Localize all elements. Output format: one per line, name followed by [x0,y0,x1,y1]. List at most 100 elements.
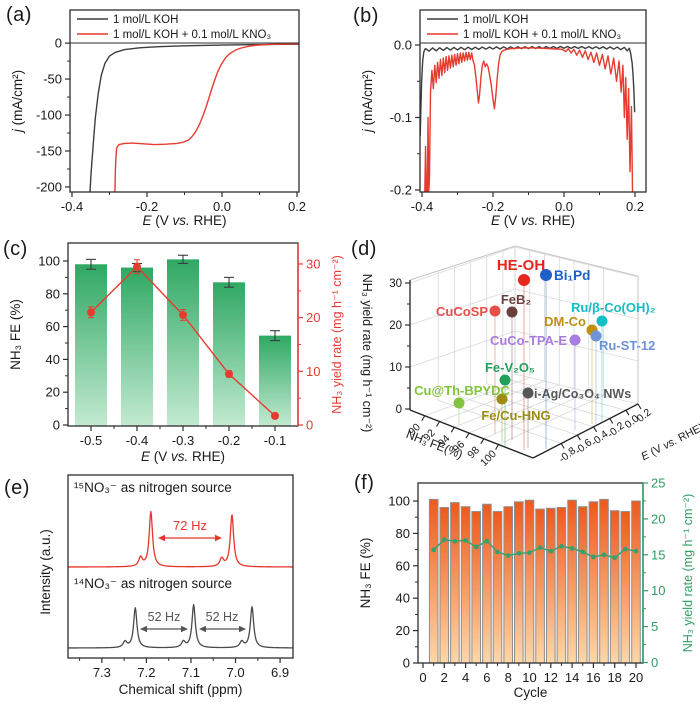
point-CuCoSP [489,305,501,317]
x-tick-label: 20 [629,670,643,685]
line-point [495,549,500,555]
x-tick-label: 7.3 [93,665,111,680]
panel-c: -0.5 -0.4 -0.3 -0.2 -0.1 0 20 40 60 80 100 0 10 20 30 E… [8,242,344,464]
x-tick-label: 0.0 [213,199,231,214]
panel-c-letter: (c) [3,238,28,260]
z-tick-label: 20 [389,320,402,332]
line-point [484,538,490,544]
bar [556,506,567,664]
y-tick-label-right: 30 [306,256,320,271]
panel-d-letter: (d) [351,238,377,260]
x-tick-label: 18 [607,670,621,685]
line-point [87,308,95,317]
line-point [473,544,479,550]
y-tick-label-right: 10 [651,583,665,598]
catalyst-label: Cu@Th-BPYDC [414,383,510,398]
y-tick-label-left: 0 [403,656,410,671]
catalyst-label: Ru/β-Co(OH)₂ [571,300,656,315]
catalyst-label: Ru-ST-12 [599,338,655,353]
x-tick-label: -0.2 [218,433,240,448]
z-tick-label: 30 [389,278,402,290]
x-axis-title: Chemical shift (ppm) [119,682,243,697]
legend: 1 mol/L KOH 1 mol/L KOH + 0.1 mol/L KNO₃ [69,9,300,44]
catalyst-label: CuCo-TPA-E [490,333,567,348]
legend-label: 1 mol/L KOH + 0.1 mol/L KNO₃ [463,29,621,41]
y-tick-label: -200 [36,179,62,194]
catalyst-label: Bi₁Pd [554,268,590,283]
bar [121,267,153,426]
line-point [463,538,468,543]
point-HE-OH [518,274,530,286]
coupling-52hz-1: 52 Hz [148,610,181,624]
point-Fe/Cu-HNG [496,393,508,405]
bar [213,282,245,426]
x-tick-label: 6 [483,670,490,685]
bar [471,511,482,664]
line-point [505,553,511,558]
line-point [559,543,564,549]
x-tick-label: 0.2 [288,199,306,214]
y-tick-label-left: 60 [46,319,60,334]
x-tick-label: 14 [565,670,579,685]
bar [460,506,471,664]
y-tick-label-left: 20 [396,623,410,638]
point-CuCo-TPA-E [569,334,581,346]
catalyst-label: Fe/Cu-HNG [481,408,550,423]
y-tick-label-left: 80 [396,526,410,541]
y-tick-label: 0 [55,36,62,51]
x-tick-label: 7.2 [137,665,155,680]
label-14no3-source: ¹⁴NO₃⁻ as nitrogen source [74,576,232,591]
y-axis-title: j (mA/cm²) [10,70,25,134]
y-tick-label-left: 40 [396,591,410,606]
bar [567,499,577,664]
bar [167,259,199,426]
bar [482,503,492,664]
y-tick-label: -0.2 [390,182,412,197]
line-point [431,547,437,553]
y-tick-label-right: 25 [651,476,665,491]
x-tick-label: -0.2 [482,199,504,214]
x-tick-label: -0.5 [80,433,102,448]
point-Cu@Th-BPYDC [453,397,465,409]
x-tick-label: -0.4 [126,433,148,448]
y-tick-label-right: 5 [651,619,658,634]
catalyst-label: Fe-V₂O₅ [485,360,535,375]
y-tick-label-left: 40 [46,352,60,367]
x-tick-label: -0.3 [172,433,194,448]
bar [428,498,439,664]
line-point [633,548,639,554]
bar [546,507,556,664]
panel-b: 1 mol/L KOH 1 mol/L KOH + 0.1 mol/L KNO₃ -… [360,9,647,228]
y-tick-label-right: 20 [651,511,665,526]
panel-f: 0 2 4 6 8 10 12 14 16 18 200204060801000510152025C… [358,476,695,701]
x-tick-label: 7.0 [226,665,244,680]
legend-label: 1 mol/L KOH + 0.1 mol/L KNO₃ [113,29,271,41]
x-axis-title: E (V vs. RHE) [141,449,225,464]
y-tick-label-left: 100 [38,254,60,269]
x-tick-label: -0.2 [136,199,158,214]
panel-a-letter: (a) [6,4,32,26]
coupling-72hz: 72 Hz [173,518,207,533]
panel-e: 7.3 7.2 7.1 7.0 6.9 ¹⁵NO₃⁻ as nitrogen source… [38,474,294,697]
line-point [622,546,628,552]
arrowhead [181,625,188,633]
line-point [591,554,596,560]
z-tick-label: 0 [396,404,402,416]
y-tick-label-right: 0 [651,655,658,670]
bar [450,502,460,664]
x-tick-label: -0.4 [411,199,433,214]
x-axis-title: E (V vs. RHE) [491,213,575,228]
y-tick-label: -0.1 [390,110,412,125]
y-axis-title-left: NH₃ FE (%) [8,299,23,370]
bar [577,506,588,664]
y-tick-label: -150 [36,143,62,158]
bar [609,510,620,664]
line-point [601,552,607,558]
x-tick-label: 12 [544,670,558,685]
point-i-Ag/Co₃O₄ NWs [522,387,534,399]
y-tick-label-right: 10 [306,364,320,379]
line-point [516,550,522,556]
y-tick-label-right: 20 [306,310,320,325]
catalyst-label: i-Ag/Co₃O₄ NWs [534,387,631,401]
